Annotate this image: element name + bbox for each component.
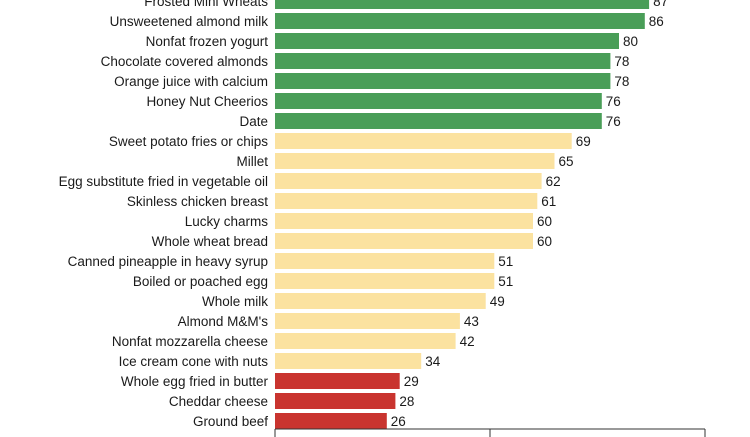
category-label: Orange juice with calcium (114, 74, 268, 89)
category-label: Sweet potato fries or chips (109, 134, 268, 149)
value-label: 78 (614, 54, 629, 69)
x-axis (274, 428, 706, 437)
value-label: 78 (614, 74, 629, 89)
bars (275, 0, 650, 429)
bar (275, 353, 422, 369)
bar (275, 273, 495, 289)
value-label: 60 (537, 214, 552, 229)
bar (275, 0, 650, 9)
value-label: 69 (576, 134, 591, 149)
value-label: 51 (498, 274, 513, 289)
bar (275, 373, 400, 389)
category-label: Unsweetened almond milk (110, 14, 269, 29)
category-label: Canned pineapple in heavy syrup (68, 254, 268, 269)
category-label: Whole milk (202, 294, 268, 309)
category-label: Millet (236, 154, 268, 169)
bar (275, 153, 555, 169)
category-label: Nonfat mozzarella cheese (112, 334, 268, 349)
value-label: 61 (541, 194, 556, 209)
bar (275, 113, 602, 129)
bar (275, 333, 456, 349)
value-label: 76 (606, 94, 621, 109)
bar (275, 233, 533, 249)
category-label: Egg substitute fried in vegetable oil (59, 174, 268, 189)
bar (275, 13, 645, 29)
category-labels: Frosted Mini Wheats Unsweetened almond mi… (59, 0, 269, 429)
bar (275, 393, 396, 409)
value-label: 34 (425, 354, 441, 369)
value-label: 86 (649, 14, 664, 29)
bar (275, 193, 538, 209)
bar (275, 213, 533, 229)
value-label: 87 (653, 0, 668, 9)
bar (275, 313, 460, 329)
bar (275, 93, 602, 109)
value-label: 62 (546, 174, 561, 189)
value-label: 80 (623, 34, 638, 49)
bar (275, 53, 611, 69)
category-label: Nonfat frozen yogurt (146, 34, 269, 49)
bar (275, 293, 486, 309)
value-label: 29 (404, 374, 419, 389)
value-label: 43 (464, 314, 479, 329)
category-label: Whole wheat bread (152, 234, 268, 249)
value-label: 26 (391, 414, 406, 429)
bar (275, 253, 495, 269)
bar (275, 73, 611, 89)
value-label: 65 (559, 154, 574, 169)
category-label: Ice cream cone with nuts (119, 354, 269, 369)
category-label: Almond M&M's (178, 314, 269, 329)
bar (275, 173, 542, 189)
category-label: Date (239, 114, 268, 129)
bar (275, 33, 619, 49)
value-label: 49 (490, 294, 505, 309)
value-label: 51 (498, 254, 513, 269)
category-label: Frosted Mini Wheats (144, 0, 268, 9)
bar (275, 133, 572, 149)
category-label: Whole egg fried in butter (121, 374, 269, 389)
value-label: 42 (460, 334, 475, 349)
category-label: Boiled or poached egg (133, 274, 268, 289)
category-label: Cheddar cheese (169, 394, 268, 409)
value-label: 60 (537, 234, 552, 249)
value-label: 28 (399, 394, 414, 409)
category-label: Skinless chicken breast (127, 194, 268, 209)
category-label: Lucky charms (185, 214, 269, 229)
category-label: Honey Nut Cheerios (146, 94, 268, 109)
category-label: Chocolate covered almonds (101, 54, 269, 69)
value-label: 76 (606, 114, 621, 129)
bar (275, 413, 387, 429)
category-label: Ground beef (193, 414, 268, 429)
